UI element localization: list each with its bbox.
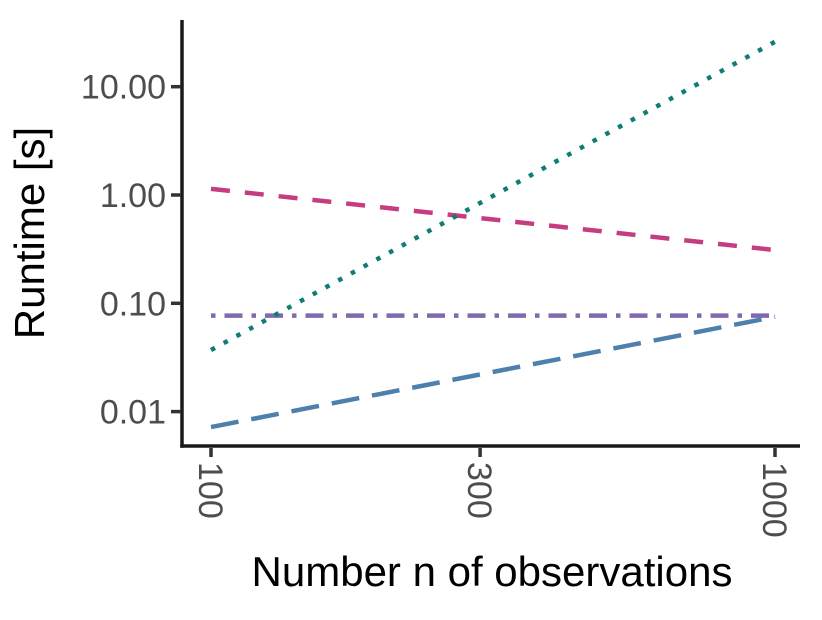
y-tick-label: 10.00 bbox=[81, 69, 166, 107]
series-layer bbox=[209, 39, 777, 430]
y-tick-label: 0.10 bbox=[100, 285, 166, 323]
x-tick-label: 1000 bbox=[755, 462, 793, 538]
x-tick-label: 300 bbox=[460, 462, 498, 519]
series-line-longdash-blue bbox=[210, 314, 776, 430]
x-tick-label: 100 bbox=[191, 462, 229, 519]
y-tick-label: 0.01 bbox=[100, 394, 166, 432]
axes-layer bbox=[180, 20, 800, 448]
x-axis-title: Number n of observations bbox=[252, 548, 733, 595]
y-tick-label: 1.00 bbox=[100, 177, 166, 215]
series-line-dashed-pink bbox=[210, 186, 776, 253]
series-line-dotted-teal bbox=[209, 39, 777, 353]
y-axis-title: Runtime [s] bbox=[6, 127, 53, 339]
tick-layer: 10.00 1.00 0.10 0.01 100 300 1000 bbox=[81, 69, 793, 538]
